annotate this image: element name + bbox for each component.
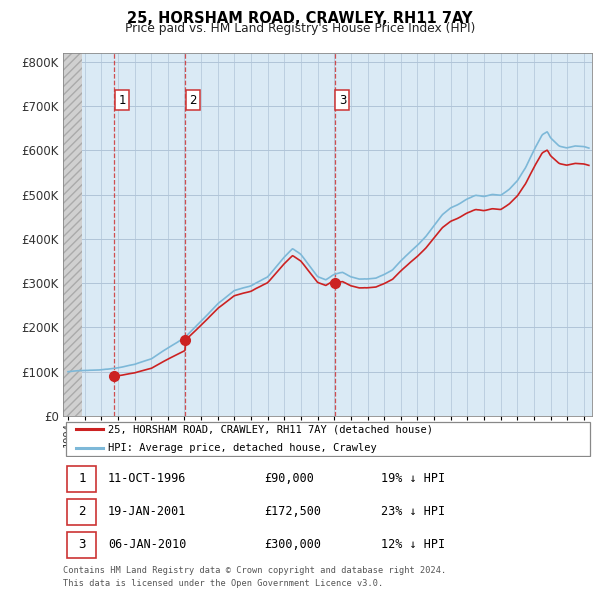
Text: 23% ↓ HPI: 23% ↓ HPI [380, 505, 445, 519]
Text: 19-JAN-2001: 19-JAN-2001 [108, 505, 187, 519]
Text: 1: 1 [118, 94, 126, 107]
Text: £172,500: £172,500 [264, 505, 321, 519]
Text: 3: 3 [78, 538, 86, 552]
Text: 19% ↓ HPI: 19% ↓ HPI [380, 472, 445, 486]
Text: 25, HORSHAM ROAD, CRAWLEY, RH11 7AY (detached house): 25, HORSHAM ROAD, CRAWLEY, RH11 7AY (det… [108, 424, 433, 434]
Text: 3: 3 [339, 94, 346, 107]
Text: Price paid vs. HM Land Registry's House Price Index (HPI): Price paid vs. HM Land Registry's House … [125, 22, 475, 35]
Bar [63, 53, 82, 416]
FancyBboxPatch shape [65, 422, 590, 455]
Text: Contains HM Land Registry data © Crown copyright and database right 2024.
This d: Contains HM Land Registry data © Crown c… [63, 566, 446, 588]
Text: 2: 2 [78, 505, 86, 519]
FancyBboxPatch shape [67, 532, 97, 558]
Text: 1: 1 [78, 472, 86, 486]
Text: 25, HORSHAM ROAD, CRAWLEY, RH11 7AY: 25, HORSHAM ROAD, CRAWLEY, RH11 7AY [127, 11, 473, 25]
FancyBboxPatch shape [67, 466, 97, 491]
Text: £90,000: £90,000 [264, 472, 314, 486]
Text: 06-JAN-2010: 06-JAN-2010 [108, 538, 187, 552]
Text: £300,000: £300,000 [264, 538, 321, 552]
Text: 2: 2 [190, 94, 197, 107]
Text: 12% ↓ HPI: 12% ↓ HPI [380, 538, 445, 552]
Text: HPI: Average price, detached house, Crawley: HPI: Average price, detached house, Craw… [108, 443, 377, 453]
Text: 11-OCT-1996: 11-OCT-1996 [108, 472, 187, 486]
FancyBboxPatch shape [67, 499, 97, 525]
